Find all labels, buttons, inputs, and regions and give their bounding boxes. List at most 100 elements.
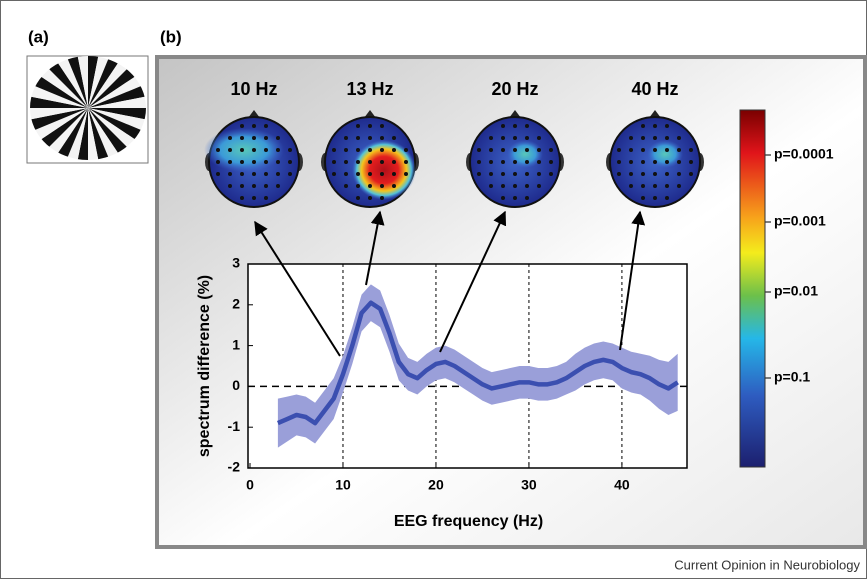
electrode (240, 124, 244, 128)
topomap-blob (352, 140, 416, 200)
electrode (240, 184, 244, 188)
electrode (525, 196, 529, 200)
wedge (88, 108, 146, 124)
wedge (30, 77, 88, 108)
electrode (501, 124, 505, 128)
electrode (653, 124, 657, 128)
electrode (288, 148, 292, 152)
electrode (617, 148, 621, 152)
electrode (525, 184, 529, 188)
electrode (276, 136, 280, 140)
electrode (228, 136, 232, 140)
y-tick-label: 3 (232, 255, 240, 271)
electrode (276, 172, 280, 176)
arrow (365, 210, 385, 286)
electrode (240, 172, 244, 176)
arrows (254, 210, 646, 357)
colorbar (739, 109, 766, 468)
electrode (501, 196, 505, 200)
electrode (513, 184, 517, 188)
electrode (537, 148, 541, 152)
wedge (88, 108, 146, 139)
colorbar-label: p=0.001 (774, 213, 826, 229)
electrode (216, 172, 220, 176)
electrode (404, 148, 408, 152)
electrode (689, 160, 693, 164)
wedge (88, 108, 133, 160)
electrode (252, 196, 256, 200)
electrode (617, 172, 621, 176)
electrode (356, 136, 360, 140)
wedge (72, 56, 88, 108)
arrow (439, 210, 507, 353)
electrode (392, 148, 396, 152)
electrode (525, 148, 529, 152)
electrode (228, 172, 232, 176)
electrode (513, 172, 517, 176)
wedge (88, 56, 104, 108)
y-tick-label: -1 (228, 418, 241, 434)
electrode (252, 160, 256, 164)
x-tick-label: 0 (246, 477, 254, 493)
electrode (489, 136, 493, 140)
x-tick-label: 40 (614, 477, 630, 493)
electrode (264, 184, 268, 188)
wedge (43, 108, 88, 160)
electrode (489, 160, 493, 164)
wedge (88, 92, 146, 108)
electrode (264, 124, 268, 128)
electrode (216, 160, 220, 164)
electrode (665, 148, 669, 152)
electrode (332, 148, 336, 152)
electrode (629, 172, 633, 176)
electrode (629, 136, 633, 140)
y-tick-label: 1 (232, 336, 240, 352)
electrode (641, 136, 645, 140)
electrode (368, 184, 372, 188)
electrode (264, 148, 268, 152)
electrode (368, 196, 372, 200)
panel-label: (a) (28, 27, 49, 46)
electrode (276, 148, 280, 152)
nose (364, 110, 376, 118)
electrode (344, 172, 348, 176)
electrode (641, 196, 645, 200)
electrode (525, 136, 529, 140)
colorbar-label: p=0.01 (774, 283, 818, 299)
electrode (392, 172, 396, 176)
electrode (368, 148, 372, 152)
wedge (88, 108, 104, 160)
wedge (88, 108, 119, 160)
electrode (356, 172, 360, 176)
electrode (344, 136, 348, 140)
electrode (653, 172, 657, 176)
electrode (264, 196, 268, 200)
electrode (356, 184, 360, 188)
electrode (653, 184, 657, 188)
stimulus (30, 56, 146, 160)
x-tick-label: 10 (335, 477, 351, 493)
electrode (641, 124, 645, 128)
electrode (356, 148, 360, 152)
electrode (653, 148, 657, 152)
electrode (477, 172, 481, 176)
wedge (88, 56, 119, 108)
electrode (264, 172, 268, 176)
electrode (228, 148, 232, 152)
electrode (332, 160, 336, 164)
electrode (276, 160, 280, 164)
electrode (629, 184, 633, 188)
electrode (513, 196, 517, 200)
electrode (665, 172, 669, 176)
wedge (43, 56, 88, 108)
electrode (276, 184, 280, 188)
electrode (689, 148, 693, 152)
electrode (665, 196, 669, 200)
electrode (380, 160, 384, 164)
wedge (72, 108, 88, 160)
nose (509, 110, 521, 118)
electrode (677, 148, 681, 152)
y-tick-label: -2 (228, 459, 241, 475)
electrode (392, 136, 396, 140)
